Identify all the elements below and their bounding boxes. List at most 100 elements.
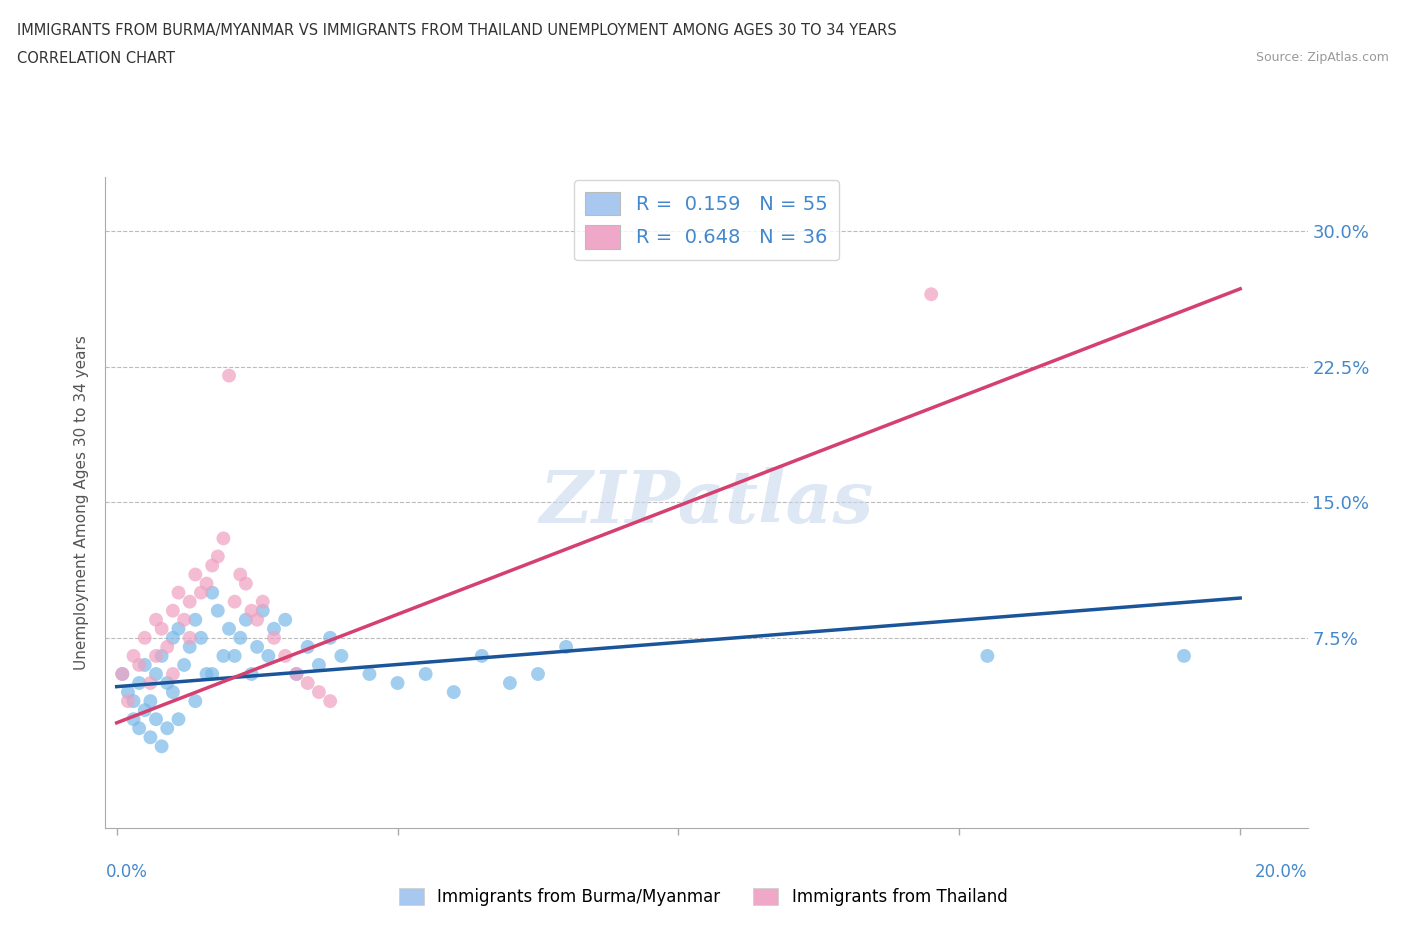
Point — [156, 675, 179, 690]
Point — [246, 612, 269, 627]
Point — [128, 658, 150, 672]
Point — [285, 667, 308, 682]
Point — [173, 612, 195, 627]
Point — [134, 658, 156, 672]
Point — [240, 604, 263, 618]
Point — [330, 648, 353, 663]
Point — [319, 631, 342, 645]
Point — [156, 721, 179, 736]
Point — [162, 684, 184, 699]
Point — [274, 648, 297, 663]
Point — [252, 594, 274, 609]
Text: CORRELATION CHART: CORRELATION CHART — [17, 51, 174, 66]
Point — [920, 286, 942, 301]
Text: IMMIGRANTS FROM BURMA/MYANMAR VS IMMIGRANTS FROM THAILAND UNEMPLOYMENT AMONG AGE: IMMIGRANTS FROM BURMA/MYANMAR VS IMMIGRA… — [17, 23, 897, 38]
Point — [229, 567, 252, 582]
Point — [471, 648, 494, 663]
Point — [212, 648, 235, 663]
Point — [1173, 648, 1195, 663]
Legend: R =  0.159   N = 55, R =  0.648   N = 36: R = 0.159 N = 55, R = 0.648 N = 36 — [574, 179, 839, 260]
Point — [184, 694, 207, 709]
Point — [297, 675, 319, 690]
Point — [128, 721, 150, 736]
Point — [976, 648, 998, 663]
Point — [319, 694, 342, 709]
Point — [139, 675, 162, 690]
Text: 0.0%: 0.0% — [105, 863, 148, 881]
Text: Source: ZipAtlas.com: Source: ZipAtlas.com — [1256, 51, 1389, 64]
Point — [173, 658, 195, 672]
Point — [117, 694, 139, 709]
Point — [285, 667, 308, 682]
Point — [179, 594, 201, 609]
Point — [274, 612, 297, 627]
Point — [122, 694, 145, 709]
Point — [263, 621, 285, 636]
Point — [218, 621, 240, 636]
Point — [111, 667, 134, 682]
Point — [150, 648, 173, 663]
Point — [218, 368, 240, 383]
Point — [162, 604, 184, 618]
Point — [134, 631, 156, 645]
Point — [263, 631, 285, 645]
Point — [201, 667, 224, 682]
Point — [122, 648, 145, 663]
Point — [235, 612, 257, 627]
Point — [122, 711, 145, 726]
Point — [195, 577, 218, 591]
Point — [167, 585, 190, 600]
Point — [145, 667, 167, 682]
Point — [252, 604, 274, 618]
Point — [145, 612, 167, 627]
Point — [139, 694, 162, 709]
Point — [207, 604, 229, 618]
Point — [195, 667, 218, 682]
Point — [184, 567, 207, 582]
Point — [555, 640, 578, 655]
Point — [190, 631, 212, 645]
Point — [224, 648, 246, 663]
Point — [240, 667, 263, 682]
Point — [257, 648, 280, 663]
Point — [117, 684, 139, 699]
Point — [229, 631, 252, 645]
Point — [134, 703, 156, 718]
Point — [190, 585, 212, 600]
Point — [162, 631, 184, 645]
Point — [162, 667, 184, 682]
Point — [201, 585, 224, 600]
Point — [207, 549, 229, 564]
Point — [499, 675, 522, 690]
Point — [527, 667, 550, 682]
Point — [145, 711, 167, 726]
Point — [359, 667, 381, 682]
Point — [246, 640, 269, 655]
Point — [150, 738, 173, 753]
Point — [415, 667, 437, 682]
Point — [308, 684, 330, 699]
Point — [201, 558, 224, 573]
Point — [111, 667, 134, 682]
Point — [128, 675, 150, 690]
Point — [156, 640, 179, 655]
Point — [308, 658, 330, 672]
Point — [145, 648, 167, 663]
Text: 20.0%: 20.0% — [1256, 863, 1308, 881]
Text: ZIPatlas: ZIPatlas — [540, 467, 873, 538]
Point — [179, 631, 201, 645]
Point — [167, 711, 190, 726]
Point — [167, 621, 190, 636]
Point — [443, 684, 465, 699]
Y-axis label: Unemployment Among Ages 30 to 34 years: Unemployment Among Ages 30 to 34 years — [75, 335, 90, 670]
Point — [150, 621, 173, 636]
Point — [139, 730, 162, 745]
Point — [212, 531, 235, 546]
Point — [235, 577, 257, 591]
Point — [387, 675, 409, 690]
Legend: Immigrants from Burma/Myanmar, Immigrants from Thailand: Immigrants from Burma/Myanmar, Immigrant… — [392, 881, 1014, 912]
Point — [184, 612, 207, 627]
Point — [179, 640, 201, 655]
Point — [297, 640, 319, 655]
Point — [224, 594, 246, 609]
